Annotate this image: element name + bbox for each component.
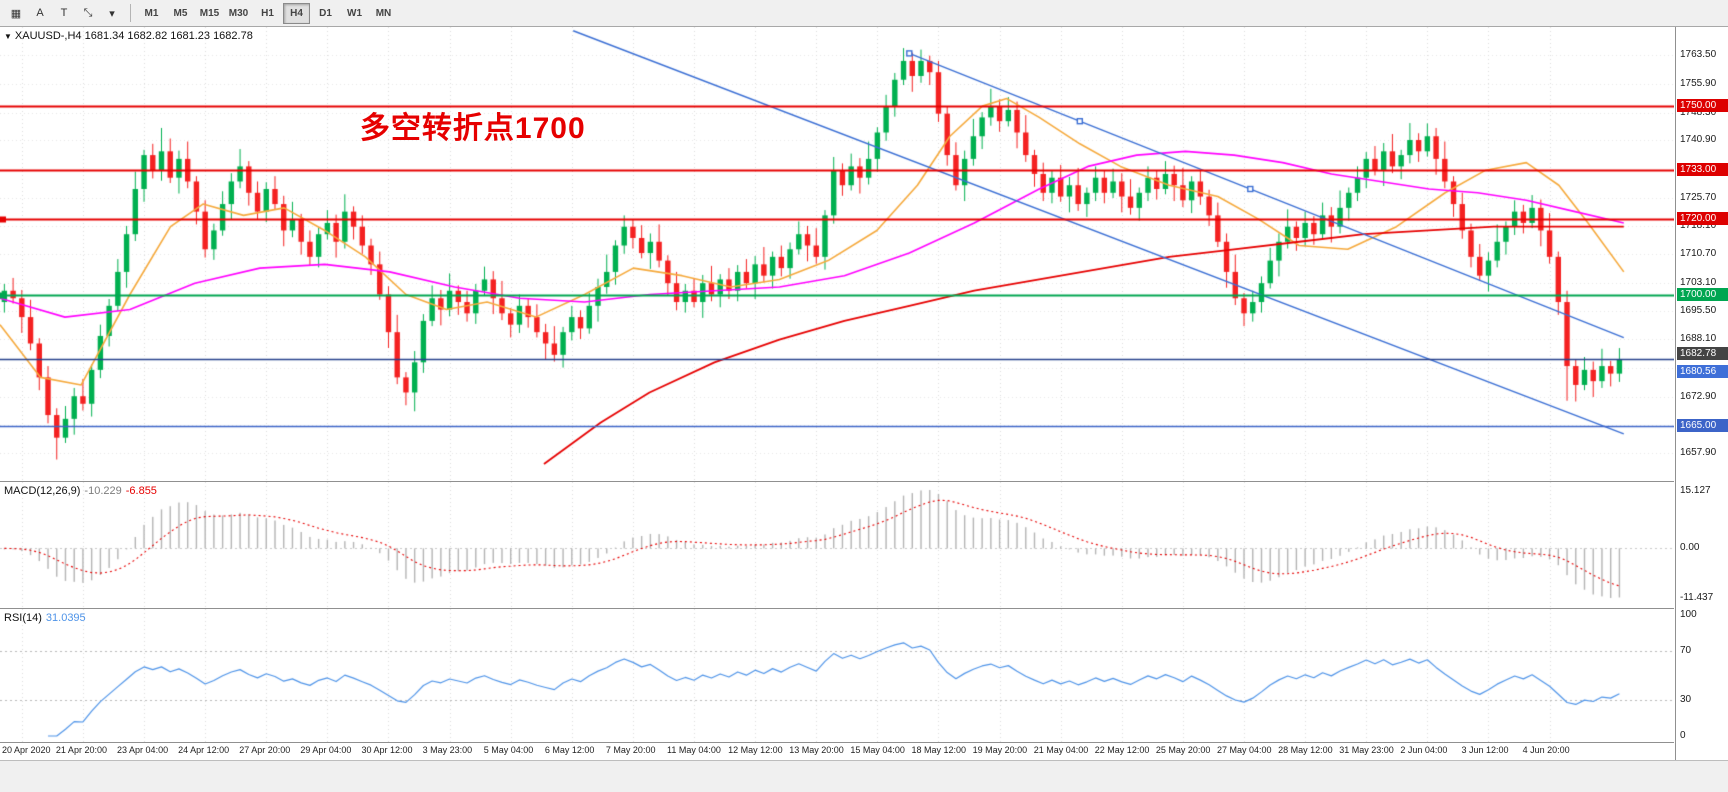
rsi-value: 31.0395 bbox=[45, 612, 86, 624]
timeframe-mn[interactable]: MN bbox=[370, 3, 397, 24]
toolbar-tools: ▦ A T ⤡ ▾ bbox=[4, 3, 124, 24]
timeframe-h4[interactable]: H4 bbox=[283, 2, 310, 24]
time-label: 20 Apr 2020 bbox=[2, 745, 51, 755]
price-tick: 1755.90 bbox=[1680, 77, 1717, 89]
ohlc-values: 1681.34 1682.82 1681.23 1682.78 bbox=[84, 30, 253, 42]
rsi-scale-label: 0 bbox=[1680, 730, 1686, 741]
price-tick: 1695.50 bbox=[1680, 305, 1717, 317]
macd-title: MACD(12,26,9) bbox=[4, 485, 81, 497]
timeframe-m30[interactable]: M30 bbox=[225, 3, 252, 24]
window-bottom-edge bbox=[0, 760, 1728, 792]
macd-panel[interactable]: MACD(12,26,9) -10.229 -6.855 bbox=[0, 482, 1674, 609]
timeframe-m5[interactable]: M5 bbox=[167, 3, 194, 24]
time-label: 19 May 20:00 bbox=[972, 745, 1028, 755]
time-label: 5 May 04:00 bbox=[483, 745, 534, 755]
time-label: 3 Jun 12:00 bbox=[1461, 745, 1509, 755]
rsi-canvas[interactable] bbox=[0, 609, 1674, 742]
time-label: 13 May 20:00 bbox=[789, 745, 844, 755]
time-label: 2 Jun 04:00 bbox=[1400, 745, 1448, 755]
price-tick: 1672.90 bbox=[1680, 390, 1717, 402]
price-tick: 1763.50 bbox=[1680, 49, 1717, 61]
time-label: 15 May 04:00 bbox=[850, 745, 905, 755]
rsi-scale-label: 70 bbox=[1680, 645, 1692, 657]
price-line-label: 1665.00 bbox=[1677, 419, 1728, 433]
time-label: 18 May 12:00 bbox=[911, 745, 967, 755]
time-label: 12 May 12:00 bbox=[728, 745, 783, 755]
chart-header: ▼ XAUUSD-,H4 1681.34 1682.82 1681.23 1682… bbox=[4, 30, 253, 42]
price-tick: 1740.90 bbox=[1680, 134, 1717, 146]
timeframe-buttons: M1 M5 M15 M30 H1 H4 D1 W1 MN bbox=[137, 2, 398, 24]
time-label: 6 May 12:00 bbox=[544, 745, 595, 755]
time-label: 27 Apr 20:00 bbox=[239, 745, 291, 755]
time-label: 27 May 04:00 bbox=[1217, 745, 1272, 755]
rsi-title: RSI(14) bbox=[4, 612, 42, 624]
main-chart-panel[interactable]: ▼ XAUUSD-,H4 1681.34 1682.82 1681.23 1682… bbox=[0, 27, 1674, 482]
toolbar: ▦ A T ⤡ ▾ M1 M5 M15 M30 H1 H4 D1 W1 MN bbox=[0, 0, 1728, 27]
time-label: 21 Apr 20:00 bbox=[55, 745, 107, 755]
macd-scale-zero: 0.00 bbox=[1680, 542, 1700, 554]
time-label: 24 Apr 12:00 bbox=[178, 745, 230, 755]
macd-main-value: -10.229 bbox=[84, 485, 122, 497]
rsi-scale-label: 30 bbox=[1680, 693, 1692, 705]
price-line-label: 1700.00 bbox=[1677, 287, 1728, 301]
time-label: 29 Apr 04:00 bbox=[300, 745, 352, 755]
price-tick: 1725.70 bbox=[1680, 191, 1717, 203]
price-line-label: 1750.00 bbox=[1677, 99, 1728, 113]
main-chart-canvas[interactable] bbox=[0, 27, 1674, 481]
cursor-tool[interactable]: A bbox=[29, 3, 51, 24]
rsi-scale-label: 100 bbox=[1680, 609, 1697, 620]
price-axis[interactable]: 1763.501755.901748.301740.901725.701718.… bbox=[1675, 27, 1728, 760]
time-label: 31 May 23:00 bbox=[1339, 745, 1394, 755]
time-label: 25 May 20:00 bbox=[1155, 745, 1211, 755]
time-label: 7 May 20:00 bbox=[605, 745, 656, 755]
timeframe-m1[interactable]: M1 bbox=[138, 3, 165, 24]
rsi-header: RSI(14) 31.0395 bbox=[4, 612, 86, 624]
macd-canvas[interactable] bbox=[0, 482, 1674, 608]
time-label: 11 May 04:00 bbox=[667, 745, 721, 755]
price-tick: 1710.70 bbox=[1680, 248, 1717, 260]
time-label: 3 May 23:00 bbox=[422, 745, 473, 755]
price-tick: 1718.10 bbox=[1680, 220, 1717, 232]
macd-scale-bottom: -11.437 bbox=[1680, 592, 1714, 603]
chart-annotation[interactable]: 多空转折点1700 bbox=[359, 112, 586, 146]
bid-price-label: 1680.56 bbox=[1677, 364, 1728, 378]
macd-header: MACD(12,26,9) -10.229 -6.855 bbox=[4, 485, 157, 497]
timeframe-h1[interactable]: H1 bbox=[254, 3, 281, 24]
time-label: 4 Jun 20:00 bbox=[1522, 745, 1570, 755]
macd-scale-top: 15.127 bbox=[1680, 485, 1711, 496]
time-label: 23 Apr 04:00 bbox=[117, 745, 169, 755]
timeframe-d1[interactable]: D1 bbox=[312, 3, 339, 24]
chart-marker-icon: ▼ bbox=[4, 31, 12, 41]
macd-signal-value: -6.855 bbox=[125, 485, 157, 497]
timeframe-w1[interactable]: W1 bbox=[341, 3, 368, 24]
timeframe-m15[interactable]: M15 bbox=[196, 3, 223, 24]
time-axis[interactable]: 20 Apr 2020 21 Apr 20:00 23 Apr 04:00 24 Ap… bbox=[0, 743, 1674, 759]
price-tick: 1657.90 bbox=[1680, 447, 1717, 459]
time-label: 22 May 12:00 bbox=[1094, 745, 1150, 755]
text-tool[interactable]: T bbox=[53, 3, 75, 24]
price-line-label: 1682.78 bbox=[1677, 347, 1728, 361]
price-line-label: 1733.00 bbox=[1677, 163, 1728, 177]
line-studies-dropdown-icon[interactable]: ▾ bbox=[101, 3, 123, 24]
price-line-label: 1720.00 bbox=[1677, 212, 1728, 226]
symbol-label: XAUUSD-,H4 bbox=[14, 30, 82, 42]
price-tick: 1703.10 bbox=[1680, 276, 1717, 288]
time-label: 28 May 12:00 bbox=[1278, 745, 1333, 755]
price-tick: 1688.10 bbox=[1680, 333, 1717, 345]
toolbar-separator bbox=[130, 4, 131, 22]
chart-grid-icon[interactable]: ▦ bbox=[5, 3, 27, 24]
rsi-panel[interactable]: RSI(14) 31.0395 bbox=[0, 609, 1674, 743]
line-studies-icon[interactable]: ⤡ bbox=[77, 3, 99, 24]
time-label: 21 May 04:00 bbox=[1033, 745, 1089, 755]
time-label: 30 Apr 12:00 bbox=[361, 745, 413, 755]
